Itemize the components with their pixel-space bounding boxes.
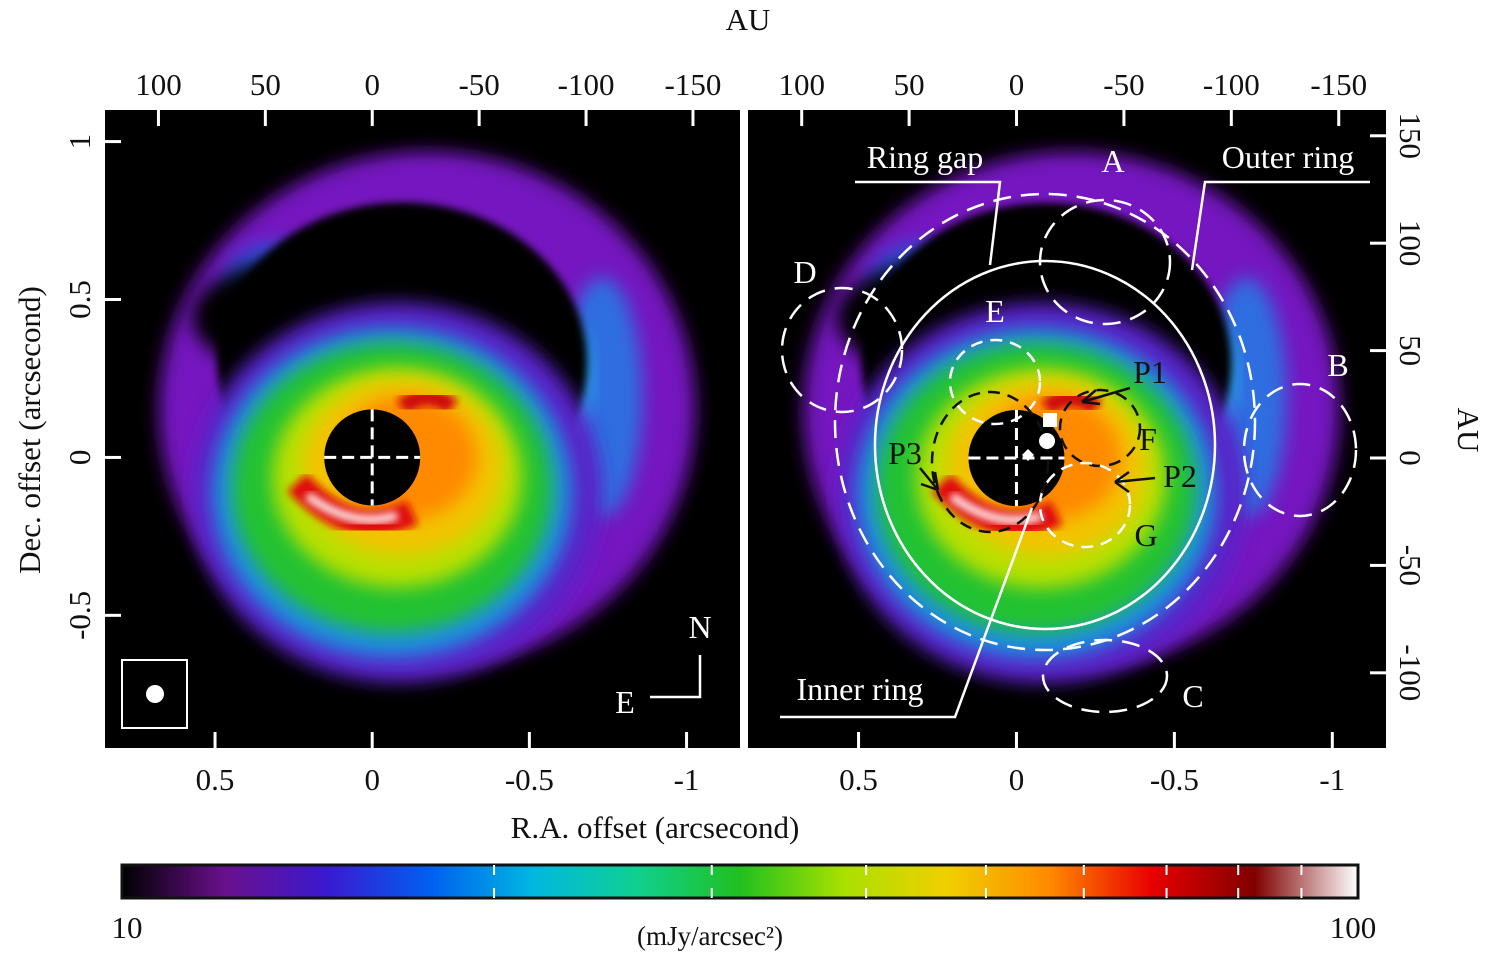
x-tick-label: 0.5	[839, 762, 878, 797]
label-b: B	[1327, 347, 1348, 383]
y-tick-label: 1	[62, 134, 97, 150]
label-f: F	[1139, 421, 1157, 457]
y2-tick-label: 100	[1393, 220, 1428, 267]
x-tick-label: -0.5	[1150, 762, 1199, 797]
x2-tick-label: 0	[1009, 67, 1025, 102]
label-g: G	[1134, 517, 1157, 553]
x-tick-label: 0.5	[196, 762, 235, 797]
x-tick-label: -1	[674, 762, 700, 797]
label-d: D	[793, 254, 816, 290]
y-tick-label: 0	[62, 450, 97, 466]
y2-axis-label: AU	[1451, 408, 1486, 453]
label-p1: P1	[1133, 354, 1167, 390]
y-tick-label: 0.5	[62, 280, 97, 319]
x2-tick-label: -50	[1103, 67, 1144, 102]
label-outer-ring: Outer ring	[1222, 139, 1354, 175]
x2-tick-label: -150	[665, 67, 722, 102]
colorbar-label: (mJy/arcsec²)	[637, 921, 783, 951]
x2-tick-label: 0	[365, 67, 381, 102]
figure: AU R.A. offset (arcsecond) Dec. offset (…	[0, 0, 1486, 955]
panel: 0.5 0 -0.5 -1 100 50 0 -50 -100 -150 1 0.5 0 -0.5	[62, 67, 740, 797]
colorbar: (mJy/arcsec²) 10 100	[112, 865, 1377, 951]
x2-tick-label: -150	[1310, 67, 1367, 102]
top-axis-label: AU	[726, 2, 771, 37]
label-inner-ring: Inner ring	[796, 671, 923, 707]
x2-tick-label: 100	[778, 67, 825, 102]
colorbar-tick-label: 10	[112, 910, 143, 945]
x-tick-label: 0	[364, 762, 380, 797]
label-e: E	[985, 293, 1005, 329]
compass-e: E	[615, 684, 635, 720]
y2-tick-label: -50	[1393, 545, 1428, 586]
label-p3: P3	[888, 435, 922, 471]
label-a: A	[1101, 143, 1124, 179]
label-ring-gap: Ring gap	[867, 139, 983, 175]
x2-tick-label: -50	[458, 67, 499, 102]
x2-tick-label: -100	[1203, 67, 1260, 102]
red-arc-ne	[402, 397, 452, 407]
compass-n: N	[688, 609, 711, 645]
marker-square	[1043, 413, 1057, 427]
x2-tick-label: 100	[135, 67, 182, 102]
y-axis-label: Dec. offset (arcsecond)	[12, 286, 47, 574]
colorbar-gradient	[122, 865, 1358, 898]
x2-tick-label: 50	[250, 67, 281, 102]
label-p2: P2	[1163, 458, 1197, 494]
x-tick-label: 0	[1009, 762, 1025, 797]
marker-circle	[1039, 433, 1055, 449]
y2-tick-label: 0	[1393, 450, 1428, 466]
x-axis-label: R.A. offset (arcsecond)	[511, 810, 800, 845]
x-tick-label: -0.5	[505, 762, 554, 797]
colorbar-tick-label: 100	[1330, 910, 1377, 945]
x-tick-label: -1	[1319, 762, 1345, 797]
x2-tick-label: -100	[558, 67, 615, 102]
beam	[146, 685, 164, 703]
y2-tick-label: 150	[1393, 113, 1428, 160]
label-c: C	[1182, 678, 1203, 714]
x2-tick-label: 50	[894, 67, 925, 102]
y-tick-label: -0.5	[62, 591, 97, 640]
y2-tick-label: -100	[1393, 644, 1428, 701]
y2-tick-label: 50	[1393, 335, 1428, 366]
